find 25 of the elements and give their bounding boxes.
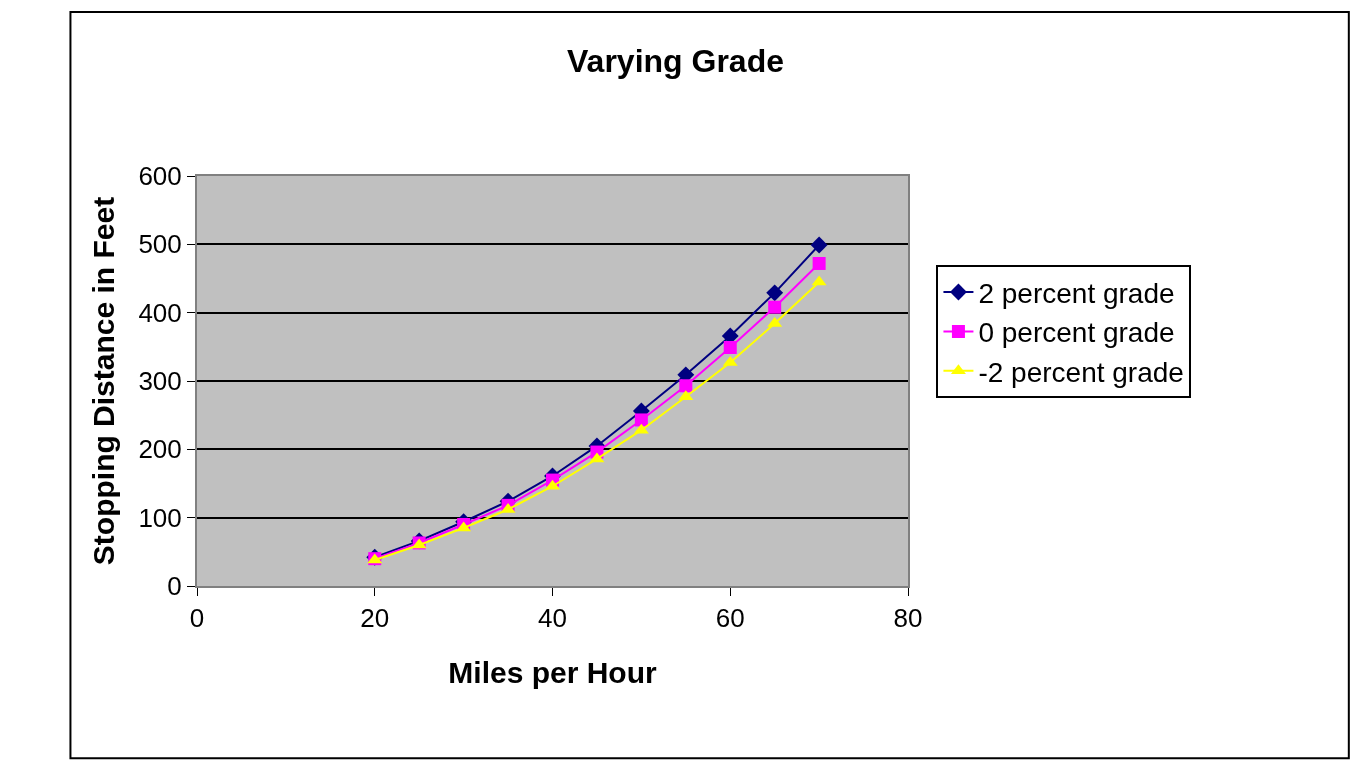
legend-label: 2 percent grade [978, 277, 1175, 309]
x-tick-label: 0 [189, 603, 205, 634]
legend-label: -2 percent grade [978, 356, 1184, 388]
point [723, 341, 737, 355]
y-tick-label: 200 [138, 434, 182, 465]
x-tick-label: 60 [715, 603, 745, 634]
x-tick-label: 20 [360, 603, 390, 634]
y-tick-label: 400 [138, 297, 182, 328]
point [634, 413, 648, 427]
y-tick-label: 500 [138, 229, 182, 260]
y-tick-label: 300 [138, 366, 182, 397]
y-tick-label: 100 [138, 502, 182, 533]
x-tick-label: 80 [893, 603, 923, 634]
point [810, 236, 828, 254]
point [812, 256, 826, 270]
point [768, 300, 782, 314]
x-tick-label: 40 [538, 603, 567, 634]
legend-label: 0 percent grade [978, 317, 1175, 349]
x-axis-title: Miles per Hour [448, 656, 658, 690]
point [766, 284, 784, 302]
chart-title: Varying Grade [567, 43, 784, 80]
y-axis-title: Stopping Distance in Feet [86, 196, 120, 566]
point [679, 379, 693, 393]
y-tick-label: 0 [167, 571, 182, 602]
y-tick-label: 600 [138, 161, 182, 192]
